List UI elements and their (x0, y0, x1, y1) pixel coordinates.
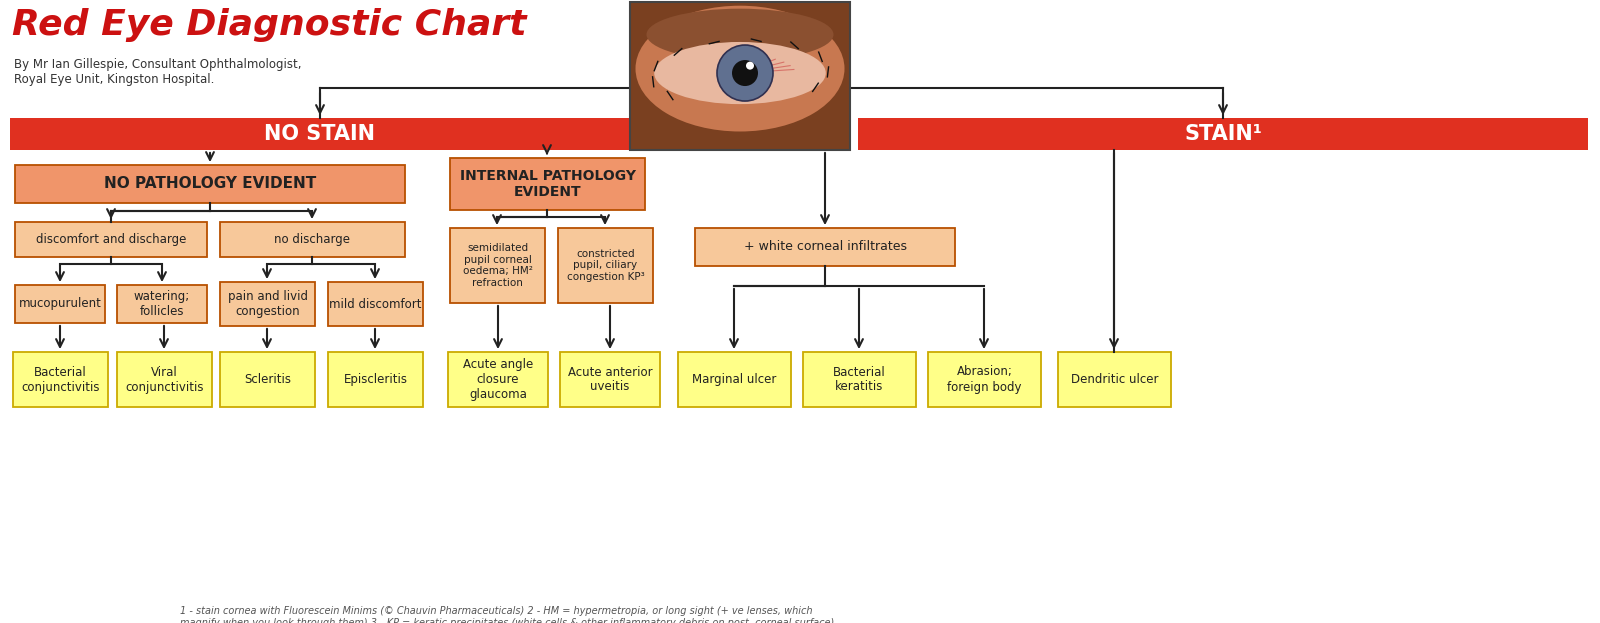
Text: Acute angle
closure
glaucoma: Acute angle closure glaucoma (462, 358, 533, 401)
Circle shape (746, 62, 754, 70)
FancyBboxPatch shape (14, 285, 106, 323)
FancyBboxPatch shape (630, 2, 850, 150)
FancyBboxPatch shape (328, 352, 422, 407)
FancyBboxPatch shape (450, 228, 546, 303)
Text: watering;
follicles: watering; follicles (134, 290, 190, 318)
Circle shape (733, 60, 758, 86)
Text: pain and livid
congestion: pain and livid congestion (227, 290, 307, 318)
Text: + white corneal infiltrates: + white corneal infiltrates (744, 240, 907, 254)
Text: Dendritic ulcer: Dendritic ulcer (1070, 373, 1158, 386)
Text: discomfort and discharge: discomfort and discharge (35, 233, 186, 246)
FancyBboxPatch shape (14, 222, 206, 257)
Text: NO STAIN: NO STAIN (264, 124, 376, 144)
Text: mild discomfort: mild discomfort (330, 298, 422, 310)
Text: Red Eye Diagnostic Chart: Red Eye Diagnostic Chart (13, 8, 526, 42)
FancyBboxPatch shape (221, 222, 405, 257)
FancyBboxPatch shape (858, 118, 1587, 150)
FancyBboxPatch shape (14, 165, 405, 203)
Text: STAIN¹: STAIN¹ (1184, 124, 1262, 144)
FancyBboxPatch shape (221, 352, 315, 407)
Text: mucopurulent: mucopurulent (19, 298, 101, 310)
Ellipse shape (646, 9, 834, 60)
FancyBboxPatch shape (694, 228, 955, 266)
Text: Bacterial
keratitis: Bacterial keratitis (834, 366, 886, 394)
FancyBboxPatch shape (13, 352, 109, 407)
Text: no discharge: no discharge (275, 233, 350, 246)
FancyBboxPatch shape (450, 158, 645, 210)
Text: INTERNAL PATHOLOGY
EVIDENT: INTERNAL PATHOLOGY EVIDENT (459, 169, 635, 199)
FancyBboxPatch shape (221, 282, 315, 326)
FancyBboxPatch shape (803, 352, 915, 407)
Text: semidilated
pupil corneal
oedema; HM²
refraction: semidilated pupil corneal oedema; HM² re… (462, 243, 533, 288)
Text: Viral
conjunctivitis: Viral conjunctivitis (125, 366, 203, 394)
FancyBboxPatch shape (10, 118, 630, 150)
Text: Bacterial
conjunctivitis: Bacterial conjunctivitis (21, 366, 99, 394)
Text: Scleritis: Scleritis (243, 373, 291, 386)
FancyBboxPatch shape (117, 352, 211, 407)
Ellipse shape (654, 42, 826, 104)
Text: 1 - stain cornea with Fluorescein Minims (© Chauvin Pharmaceuticals) 2 - HM = hy: 1 - stain cornea with Fluorescein Minims… (179, 606, 834, 623)
FancyBboxPatch shape (560, 352, 661, 407)
Text: Abrasion;
foreign body: Abrasion; foreign body (947, 366, 1022, 394)
FancyBboxPatch shape (678, 352, 790, 407)
FancyBboxPatch shape (928, 352, 1042, 407)
Text: By Mr Ian Gillespie, Consultant Ophthalmologist,
Royal Eye Unit, Kingston Hospit: By Mr Ian Gillespie, Consultant Ophthalm… (14, 58, 301, 86)
Text: Marginal ulcer: Marginal ulcer (693, 373, 776, 386)
Ellipse shape (635, 6, 845, 131)
FancyBboxPatch shape (1058, 352, 1171, 407)
Text: NO PATHOLOGY EVIDENT: NO PATHOLOGY EVIDENT (104, 176, 317, 191)
Text: constricted
pupil, ciliary
congestion KP³: constricted pupil, ciliary congestion KP… (566, 249, 645, 282)
FancyBboxPatch shape (448, 352, 547, 407)
Text: Acute anterior
uveitis: Acute anterior uveitis (568, 366, 653, 394)
Text: Episcleritis: Episcleritis (344, 373, 408, 386)
Circle shape (717, 45, 773, 101)
FancyBboxPatch shape (328, 282, 422, 326)
FancyBboxPatch shape (558, 228, 653, 303)
FancyBboxPatch shape (117, 285, 206, 323)
